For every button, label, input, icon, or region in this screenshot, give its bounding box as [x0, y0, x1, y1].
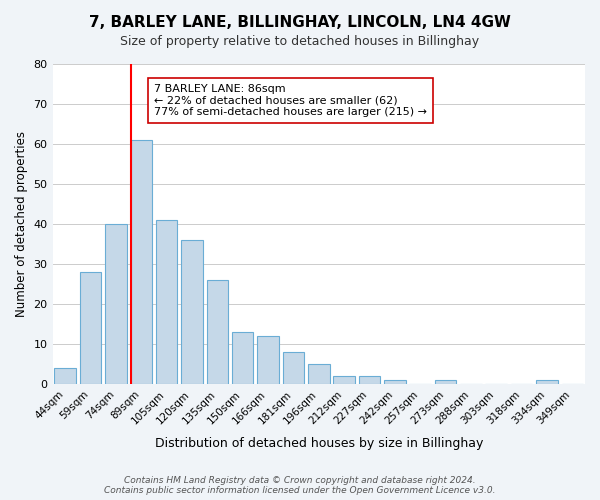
Bar	[384, 380, 406, 384]
Bar	[232, 332, 253, 384]
Bar	[131, 140, 152, 384]
Bar	[283, 352, 304, 384]
Text: Size of property relative to detached houses in Billinghay: Size of property relative to detached ho…	[121, 35, 479, 48]
Bar	[257, 336, 279, 384]
Bar	[536, 380, 558, 384]
Bar	[80, 272, 101, 384]
Y-axis label: Number of detached properties: Number of detached properties	[15, 131, 28, 317]
Text: Contains HM Land Registry data © Crown copyright and database right 2024.
Contai: Contains HM Land Registry data © Crown c…	[104, 476, 496, 495]
Bar	[55, 368, 76, 384]
Bar	[334, 376, 355, 384]
X-axis label: Distribution of detached houses by size in Billinghay: Distribution of detached houses by size …	[155, 437, 483, 450]
Bar	[308, 364, 329, 384]
Bar	[181, 240, 203, 384]
Bar	[206, 280, 228, 384]
Bar	[359, 376, 380, 384]
Bar	[435, 380, 457, 384]
Text: 7 BARLEY LANE: 86sqm
← 22% of detached houses are smaller (62)
77% of semi-detac: 7 BARLEY LANE: 86sqm ← 22% of detached h…	[154, 84, 427, 117]
Bar	[156, 220, 178, 384]
Bar	[105, 224, 127, 384]
Text: 7, BARLEY LANE, BILLINGHAY, LINCOLN, LN4 4GW: 7, BARLEY LANE, BILLINGHAY, LINCOLN, LN4…	[89, 15, 511, 30]
